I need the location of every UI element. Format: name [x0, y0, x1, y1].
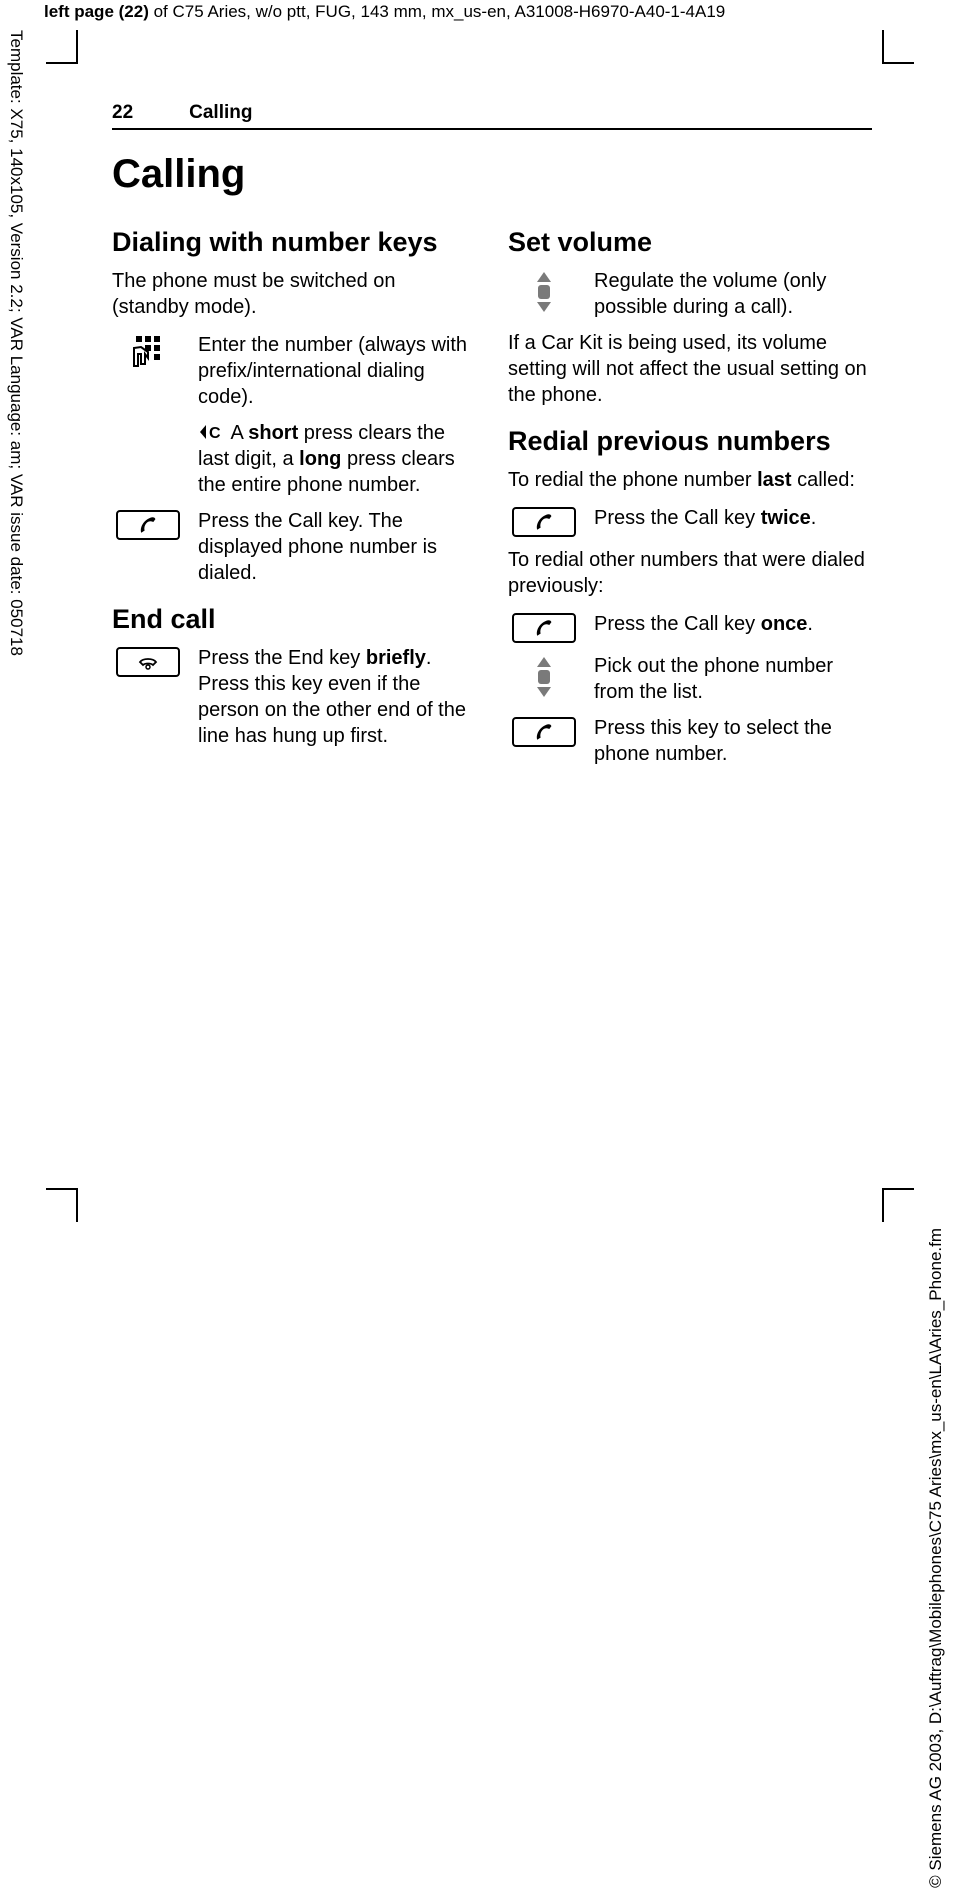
- section-endcall-title: End call: [112, 604, 476, 635]
- call-key-icon: [508, 611, 580, 643]
- call-key-icon: [112, 508, 184, 586]
- side-text-right-content: © Siemens AG 2003, D:\Auftrag\Mobilephon…: [926, 1228, 946, 1888]
- svg-text:C: C: [209, 425, 220, 442]
- crop-mark: [76, 1190, 78, 1222]
- step-press-call: Press the Call key. The displayed phone …: [112, 508, 476, 586]
- volume-nav-icon: [508, 268, 580, 320]
- running-head: 22 Calling: [112, 102, 872, 130]
- step-call-twice: Press the Call key twice.: [508, 505, 872, 537]
- step-call-once-text: Press the Call key once.: [594, 611, 872, 643]
- page: left page (22) of C75 Aries, w/o ptt, FU…: [0, 0, 954, 1246]
- crop-mark: [76, 30, 78, 62]
- section-redial-title: Redial previous numbers: [508, 426, 872, 457]
- step-pick-number: Pick out the phone number from the list.: [508, 653, 872, 705]
- spacer-icon: [112, 420, 184, 498]
- crop-mark: [882, 62, 914, 64]
- right-column: Set volume Regulate the volume (only pos…: [508, 223, 872, 777]
- side-text-left: Template: X75, 140x105, Version 2.2; VAR…: [8, 30, 30, 790]
- crop-mark: [46, 62, 78, 64]
- side-text-left-content: Template: X75, 140x105, Version 2.2; VAR…: [6, 30, 26, 656]
- step-select-number-text: Press this key to select the phone numbe…: [594, 715, 872, 767]
- crop-mark: [46, 1188, 78, 1190]
- columns: Dialing with number keys The phone must …: [112, 223, 872, 777]
- step-enter-number-text: Enter the number (always with prefix/int…: [198, 332, 476, 410]
- step-end-call: Press the End key briefly. Press this ke…: [112, 645, 476, 749]
- section-volume-title: Set volume: [508, 227, 872, 258]
- step-call-once: Press the Call key once.: [508, 611, 872, 643]
- left-column: Dialing with number keys The phone must …: [112, 223, 476, 777]
- call-key-icon: [508, 715, 580, 767]
- side-text-right: © Siemens AG 2003, D:\Auftrag\Mobilephon…: [926, 468, 948, 1228]
- redial-other-intro: To redial other numbers that were dialed…: [508, 547, 872, 599]
- step-regulate-volume-text: Regulate the volume (only possible durin…: [594, 268, 872, 320]
- nav-updown-icon: [508, 653, 580, 705]
- page-title: Calling: [112, 152, 872, 197]
- content-area: 22 Calling Calling Dialing with number k…: [112, 102, 872, 777]
- step-enter-number: Enter the number (always with prefix/int…: [112, 332, 476, 410]
- page-number: 22: [112, 102, 133, 124]
- call-key-icon: [508, 505, 580, 537]
- crop-mark: [882, 30, 884, 62]
- end-key-icon: [112, 645, 184, 749]
- redial-last-intro: To redial the phone number last called:: [508, 467, 872, 493]
- clear-key-icon: C: [198, 422, 230, 444]
- step-regulate-volume: Regulate the volume (only possible durin…: [508, 268, 872, 320]
- step-pick-number-text: Pick out the phone number from the list.: [594, 653, 872, 705]
- step-select-number: Press this key to select the phone numbe…: [508, 715, 872, 767]
- step-end-call-text: Press the End key briefly. Press this ke…: [198, 645, 476, 749]
- banner-rest: of C75 Aries, w/o ptt, FUG, 143 mm, mx_u…: [149, 2, 725, 21]
- section-dialing-title: Dialing with number keys: [112, 227, 476, 258]
- step-clear-digit-text: C A short press clears the last digit, a…: [198, 420, 476, 498]
- keypad-icon: [112, 332, 184, 410]
- step-clear-digit: C A short press clears the last digit, a…: [112, 420, 476, 498]
- crop-mark: [882, 1188, 914, 1190]
- section-dialing-intro: The phone must be switched on (standby m…: [112, 268, 476, 320]
- banner-bold: left page (22): [44, 2, 149, 21]
- running-title: Calling: [189, 102, 252, 124]
- top-banner: left page (22) of C75 Aries, w/o ptt, FU…: [44, 2, 725, 22]
- carkit-note: If a Car Kit is being used, its volume s…: [508, 330, 872, 408]
- crop-mark: [882, 1190, 884, 1222]
- step-call-twice-text: Press the Call key twice.: [594, 505, 872, 537]
- step-press-call-text: Press the Call key. The displayed phone …: [198, 508, 476, 586]
